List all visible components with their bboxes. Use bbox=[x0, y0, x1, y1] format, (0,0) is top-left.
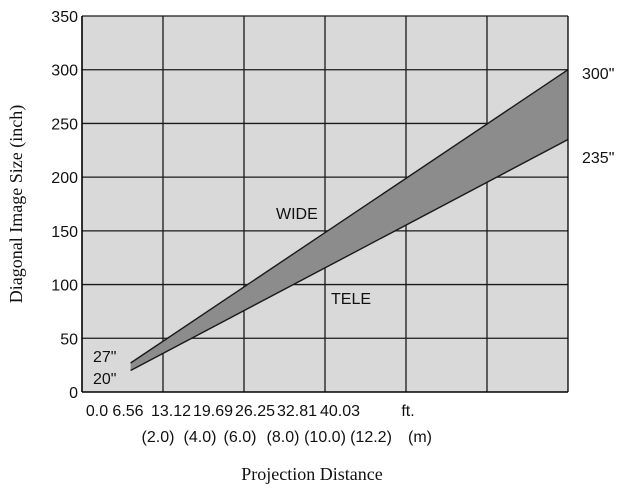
x-tick-label-m: (2.0) bbox=[142, 429, 175, 446]
x-tick-label-ft: 26.25 bbox=[235, 403, 275, 420]
y-tick-label: 50 bbox=[60, 331, 78, 348]
x-tick-label-ft: 19.69 bbox=[193, 403, 233, 420]
throw-range-band bbox=[130, 69, 568, 371]
series-line-tele bbox=[130, 138, 569, 372]
tele-end-size-label: 235" bbox=[582, 150, 614, 167]
y-tick-label: 250 bbox=[51, 116, 78, 133]
x-tick-label-ft: 40.03 bbox=[320, 403, 360, 420]
x-tick-label-m: (8.0) bbox=[267, 429, 300, 446]
y-tick-label: 0 bbox=[69, 385, 78, 402]
y-tick-label: 300 bbox=[51, 63, 78, 80]
y-tick-label: 100 bbox=[51, 278, 78, 295]
x-axis-title: Projection Distance bbox=[241, 464, 382, 484]
series-label-tele: TELE bbox=[331, 291, 371, 308]
x-tick-label-ft: 13.12 bbox=[151, 403, 191, 420]
x-tick-label-ft: ft. bbox=[401, 403, 414, 420]
tele-start-size-label: 20" bbox=[93, 371, 116, 388]
y-axis-title: Diagonal Image Size (inch) bbox=[6, 105, 27, 303]
series-layer bbox=[130, 69, 569, 372]
y-tick-label: 350 bbox=[51, 9, 78, 26]
wide-end-size-label: 300" bbox=[582, 66, 614, 83]
series-label-wide: WIDE bbox=[276, 206, 318, 223]
x-tick-label-m: (4.0) bbox=[184, 429, 217, 446]
x-tick-label-m: (m) bbox=[408, 429, 432, 446]
wide-start-size-label: 27" bbox=[93, 349, 116, 366]
x-tick-label-m: (12.2) bbox=[350, 429, 392, 446]
x-tick-label-m: (10.0) bbox=[304, 429, 346, 446]
x-tick-label-ft: 0.0 bbox=[86, 403, 108, 420]
x-tick-labels-ft: 0.0 6.56 13.12 19.69 26.25 32.81 40.03 ft. bbox=[86, 403, 415, 420]
x-tick-label-ft: 32.81 bbox=[277, 403, 317, 420]
x-tick-labels-m: (2.0) (4.0) (6.0) (8.0) (10.0) (12.2) (m) bbox=[142, 429, 432, 446]
series-line-wide bbox=[130, 69, 569, 364]
y-tick-label: 200 bbox=[51, 170, 78, 187]
axes-layer bbox=[81, 16, 569, 393]
x-tick-label-ft: 6.56 bbox=[112, 403, 143, 420]
y-tick-label: 150 bbox=[51, 224, 78, 241]
y-tick-labels: 0 50 100 150 200 250 300 350 bbox=[51, 9, 78, 402]
x-tick-label-m: (6.0) bbox=[224, 429, 257, 446]
